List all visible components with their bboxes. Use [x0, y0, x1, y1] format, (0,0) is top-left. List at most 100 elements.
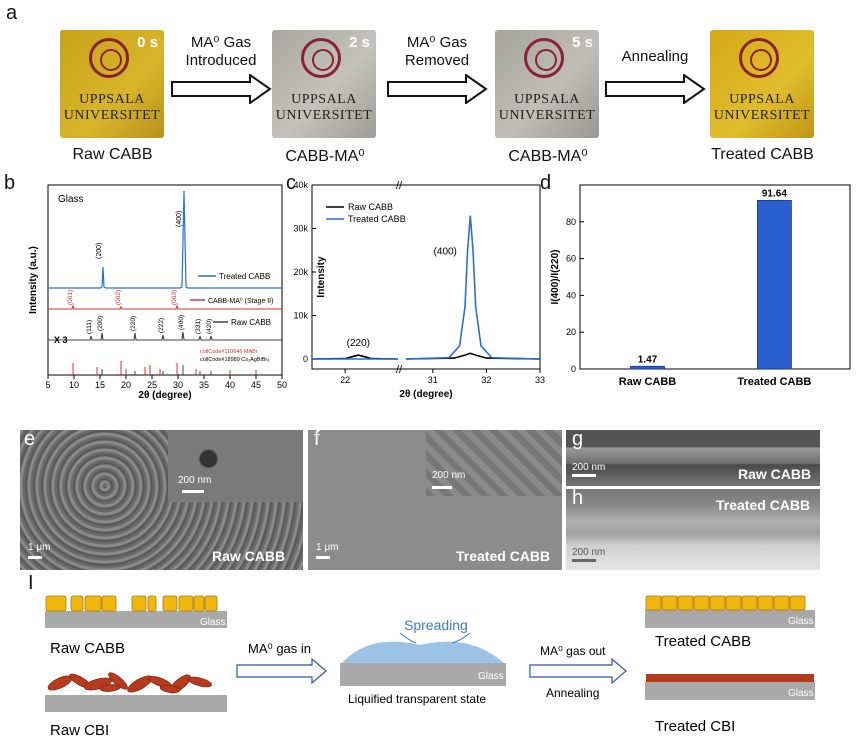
- photo-text-line1: UPPSALA: [79, 92, 145, 107]
- trace-raw-cabb: [48, 331, 282, 341]
- plot-frame: [47, 184, 283, 376]
- multiplier-label: X 3: [54, 335, 68, 345]
- x-tick-label: 33: [535, 375, 545, 385]
- photo-cabb-mao-2s: 2 s UPPSALA UNIVERSITET: [272, 30, 376, 138]
- peak-annotation: (220): [347, 338, 370, 349]
- x-tick-label: 32: [481, 375, 491, 385]
- university-seal-icon: [301, 38, 341, 78]
- x-tick-label: 15: [95, 380, 105, 390]
- series-line-1: [405, 215, 541, 360]
- annealing-label: Annealing: [546, 686, 599, 700]
- x-tick-label: 22: [340, 375, 350, 385]
- photo-text-line1: UPPSALA: [729, 92, 795, 107]
- main-scale-bar: [316, 556, 330, 559]
- peak-label: (001): [67, 290, 74, 305]
- step-label-1: MA⁰ Gas Introduced: [172, 34, 270, 70]
- y-axis-label: Intensity: [316, 256, 327, 298]
- raw-cbi-label: Raw CBI: [50, 722, 109, 739]
- sem-inset-treated-cabb: [426, 430, 562, 496]
- x-axis-ticks-b: 5 10 15 20 25 30 35 40 45 50: [45, 375, 287, 390]
- y-tick-label: 60: [566, 254, 576, 264]
- photo-text-line1: UPPSALA: [291, 92, 357, 107]
- reference-sticks-mabr: [72, 361, 257, 375]
- legend-label: Raw CABB: [348, 202, 393, 212]
- peak-label: (003): [171, 290, 178, 305]
- plot-frame: [311, 184, 541, 370]
- step-2-line2: Removed: [404, 52, 470, 69]
- peak-label: (400): [176, 211, 183, 227]
- step-1-line2: Introduced: [185, 52, 257, 69]
- spreading-arrow-icon: [451, 632, 471, 644]
- y-tick-label: 80: [566, 217, 576, 227]
- x-tick-label: 20: [121, 380, 131, 390]
- category-label: Treated CABB: [737, 376, 811, 388]
- peak-label: (400): [178, 315, 185, 330]
- x-tick-label: 40: [225, 380, 235, 390]
- legend-mao: CABB-MA⁰ (Stage II): [208, 297, 273, 305]
- y-axis-label: I(400)/I(220): [550, 249, 561, 304]
- sem-image-raw-cabb: 200 nm e 1 μm Raw CABB: [20, 430, 303, 570]
- bar-0: [630, 365, 665, 370]
- treated-cbi-film: [646, 674, 814, 682]
- caption-treated-cabb: Treated CABB: [711, 146, 814, 163]
- y-tick-label: 20: [566, 327, 576, 337]
- reference-sticks-cabb: [101, 365, 212, 375]
- treated-cabb-label: Treated CABB: [655, 633, 751, 650]
- step-3-line1: Annealing: [621, 48, 689, 65]
- treated-cbi-label: Treated CBI: [655, 718, 735, 735]
- y-tick-label: 30k: [293, 224, 308, 234]
- glass-label: Glass: [788, 616, 814, 627]
- scale-bar: [572, 474, 596, 477]
- inset-scale-bar: [432, 486, 452, 489]
- photo-text-line2: UNIVERSITET: [498, 108, 596, 123]
- gas-in-label: MA⁰ gas in: [248, 641, 311, 656]
- main-scale-text: 1 μm: [316, 542, 339, 553]
- scale-text: 200 nm: [572, 547, 606, 558]
- panel-label-f: f: [314, 430, 320, 450]
- y-tick-label: 10k: [293, 311, 308, 321]
- peak-label: (200): [97, 316, 104, 331]
- step-1-line1: MA⁰ Gas: [190, 34, 252, 51]
- glass-label: Glass: [788, 688, 814, 699]
- panel-label-a: a: [6, 2, 18, 24]
- sem-label-raw-cross: Raw CABB: [738, 466, 812, 482]
- sem-label-treated-cross: Treated CABB: [716, 497, 811, 513]
- plot-frame: [579, 184, 851, 370]
- reference-label-mabr: collCode#110646 MABr: [200, 349, 258, 355]
- process-arrow-1: [171, 74, 272, 104]
- panel-label-h: h: [572, 489, 584, 509]
- university-seal-icon: [89, 38, 129, 78]
- step-label-2: MA⁰ Gas Removed: [388, 34, 486, 70]
- reference-label-cabb: collCode#18989 Cs₂AgBiBr₆: [200, 357, 269, 363]
- time-label: 5 s: [572, 34, 593, 51]
- main-scale-bar: [28, 556, 42, 559]
- y-tick-label: 40: [566, 290, 576, 300]
- panel-label-i: I: [28, 572, 34, 594]
- axis-break-icon: //: [396, 180, 403, 192]
- peak-label: (111): [86, 320, 93, 334]
- bar-value-label: 91.64: [762, 188, 787, 199]
- peak-label: (002): [115, 290, 122, 305]
- glass-label: Glass: [200, 617, 226, 628]
- main-scale-text: 1 μm: [28, 542, 51, 553]
- trace-treated-cabb: [48, 190, 282, 289]
- liquified-label: Liquified transparent state: [348, 692, 486, 706]
- gas-out-label: MA⁰ gas out: [540, 644, 606, 658]
- series-line-0: [405, 352, 541, 360]
- glass-label: Glass: [478, 671, 504, 682]
- caption-raw-cabb: Raw CABB: [72, 146, 153, 163]
- peak-label: (220): [130, 316, 137, 331]
- liquid-film: [342, 641, 504, 663]
- gas-in-arrow: [236, 657, 327, 685]
- x-tick-label: 35: [199, 380, 209, 390]
- x-tick-label: 45: [251, 380, 261, 390]
- step-2-line1: MA⁰ Gas: [406, 34, 468, 51]
- bar-value-label: 1.47: [638, 354, 658, 365]
- x-axis-label: 2θ (degree): [399, 389, 452, 400]
- peak-label: (331): [195, 319, 202, 334]
- glass-substrate-liquified: [340, 663, 506, 686]
- photo-text-line2: UNIVERSITET: [713, 108, 811, 123]
- glass-substrate-raw-cbi: [45, 695, 227, 712]
- x-tick-label: 30: [173, 380, 183, 390]
